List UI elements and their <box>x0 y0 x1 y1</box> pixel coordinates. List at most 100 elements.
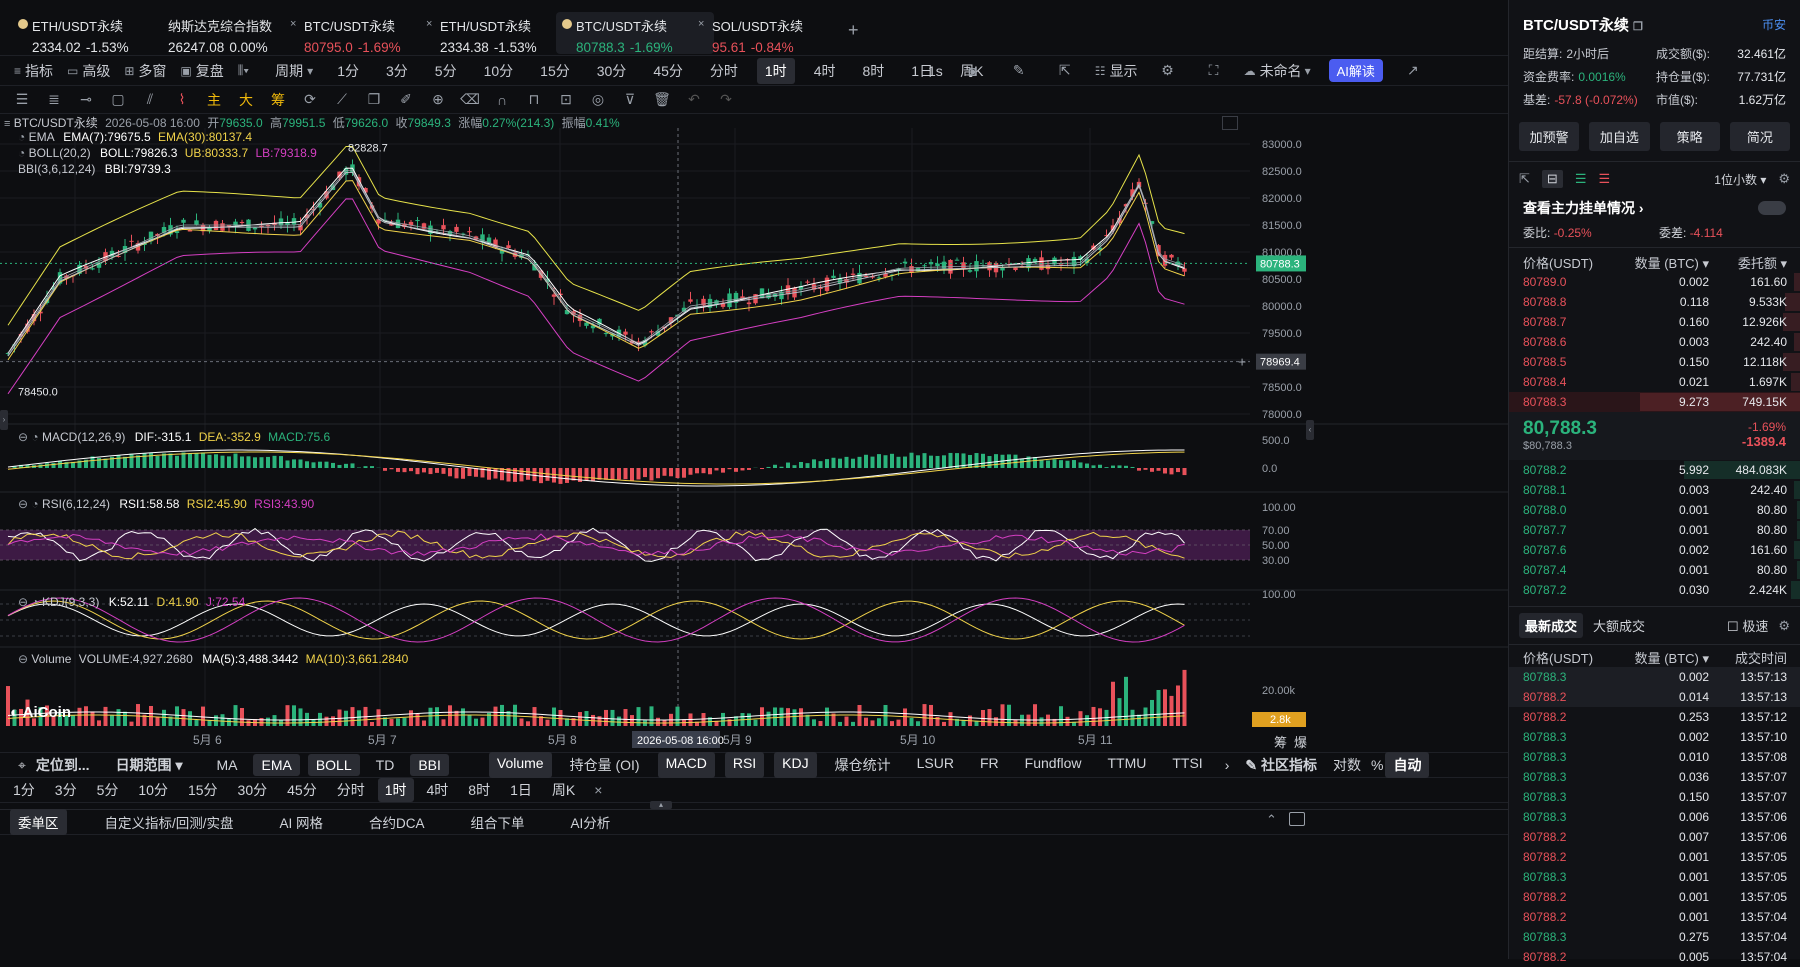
panel-action-button[interactable]: 策略 <box>1660 122 1720 151</box>
collapse-icon[interactable]: ⊖ <box>18 652 28 666</box>
liquidation-corner-button[interactable]: 爆 <box>1294 732 1307 751</box>
main-orders-toggle[interactable] <box>1758 201 1786 215</box>
panel-action-button[interactable]: 加预警 <box>1519 122 1579 151</box>
bottom-period-button[interactable]: 5分 <box>90 778 126 802</box>
period-button[interactable]: 10分 <box>476 58 522 84</box>
list-icon[interactable]: ≣ <box>38 91 70 108</box>
main-indicator-button[interactable]: MA <box>208 754 245 776</box>
sub-indicator-button[interactable]: Volume <box>489 752 552 778</box>
collapse-panel-icon[interactable]: ⌃ <box>1266 812 1277 828</box>
layout-asks-icon[interactable]: ⊟ <box>1542 170 1563 188</box>
magnet-icon[interactable]: ∩ <box>486 92 518 108</box>
main-indicator-button[interactable]: EMA <box>253 754 299 776</box>
bottom-period-button[interactable]: 3分 <box>48 778 84 802</box>
rectangle-tool-icon[interactable]: ▢ <box>102 91 134 108</box>
close-icon[interactable]: × <box>290 18 296 30</box>
sub-indicator-button[interactable]: LSUR <box>909 752 962 778</box>
share-icon[interactable]: ↗ <box>1397 62 1429 79</box>
main-force-label[interactable]: 主 <box>198 90 230 110</box>
bell-icon[interactable]: ◔ <box>31 595 38 609</box>
close-icon[interactable]: × <box>426 18 432 30</box>
sub-indicator-button[interactable]: RSI <box>725 752 764 778</box>
add-tab-icon[interactable]: + <box>848 20 859 41</box>
zoom-icon[interactable]: ⊕ <box>422 91 454 108</box>
footer-tab[interactable]: 组合下单 <box>463 809 533 835</box>
layout-red-icon[interactable]: ☰ <box>1598 171 1610 187</box>
lock-icon[interactable]: ⊓ <box>518 91 550 108</box>
bell-icon[interactable]: ◔ <box>18 130 25 144</box>
ai-explain-button[interactable]: AI解读 <box>1329 59 1383 82</box>
line-tool-icon[interactable]: ⊸ <box>70 91 102 108</box>
settings-icon[interactable]: ⚙ <box>1152 62 1184 79</box>
chart-type-button[interactable]: ⫼▾ <box>238 63 253 78</box>
advanced-button[interactable]: ▭高级 <box>67 61 110 81</box>
period-button[interactable]: 1时 <box>757 58 795 84</box>
main-orders-link[interactable]: 查看主力挂单情况 › <box>1523 198 1644 218</box>
bottom-period-button[interactable]: 30分 <box>231 778 275 802</box>
sub-indicator-button[interactable]: TTSI <box>1164 752 1210 778</box>
edit-icon[interactable]: ⊡ <box>550 91 582 108</box>
log-scale-button[interactable]: 对数 <box>1325 752 1369 778</box>
close-icon[interactable]: × <box>586 779 610 801</box>
large-trades-tab[interactable]: 大额成交 <box>1593 616 1645 635</box>
collapse-icon[interactable]: ⊖ <box>18 430 28 444</box>
ruler-icon[interactable]: ⟋ <box>326 91 358 108</box>
left-toggle-icon[interactable]: › <box>0 410 8 430</box>
window-icon[interactable] <box>1289 812 1305 826</box>
period-button[interactable]: 3分 <box>378 58 416 84</box>
bottom-period-button[interactable]: 4时 <box>420 778 456 802</box>
bottom-period-button[interactable]: 分时 <box>330 778 372 802</box>
measure-icon[interactable]: ✐ <box>390 91 422 108</box>
bottom-period-button[interactable]: 1日 <box>503 778 539 802</box>
replay-button[interactable]: ▣复盘 <box>180 61 223 81</box>
menu-icon[interactable]: ☰ <box>6 91 38 108</box>
filter-icon[interactable]: ⊽ <box>614 91 646 108</box>
sync-icon[interactable]: ⟳ <box>294 91 326 108</box>
camera-icon[interactable]: ◙ <box>957 63 989 79</box>
sub-indicator-button[interactable]: TTMU <box>1099 752 1154 778</box>
trash-icon[interactable]: 🗑 <box>646 91 678 108</box>
fast-mode-checkbox[interactable]: ☐ 极速 <box>1727 616 1768 635</box>
percent-button[interactable]: % <box>1369 754 1385 776</box>
locate-button[interactable]: 定位到... <box>28 752 98 778</box>
bottom-period-button[interactable]: 15分 <box>181 778 225 802</box>
sub-indicator-button[interactable]: 持仓量 (OI) <box>562 752 648 778</box>
period-button[interactable]: 1分 <box>329 58 367 84</box>
bell-icon[interactable]: ◔ <box>31 430 38 444</box>
fullscreen-icon[interactable]: ⛶ <box>1198 62 1230 79</box>
hide-icon[interactable]: ◎ <box>582 91 614 108</box>
brush-tool-icon[interactable]: ⌇ <box>166 91 198 108</box>
period-button[interactable]: 45分 <box>645 58 691 84</box>
sub-indicator-button[interactable]: MACD <box>658 752 715 778</box>
period-dropdown[interactable]: 周期▾ <box>275 61 317 81</box>
pencil-icon[interactable]: ✎ <box>1003 62 1035 79</box>
period-button[interactable]: 4时 <box>806 58 844 84</box>
bottom-period-button[interactable]: 10分 <box>131 778 175 802</box>
chips-corner-button[interactable]: 筹 <box>1274 732 1287 751</box>
indicator-button[interactable]: ≡指标 <box>14 61 53 81</box>
layout-name-dropdown[interactable]: ☁未命名▾ <box>1244 61 1315 81</box>
